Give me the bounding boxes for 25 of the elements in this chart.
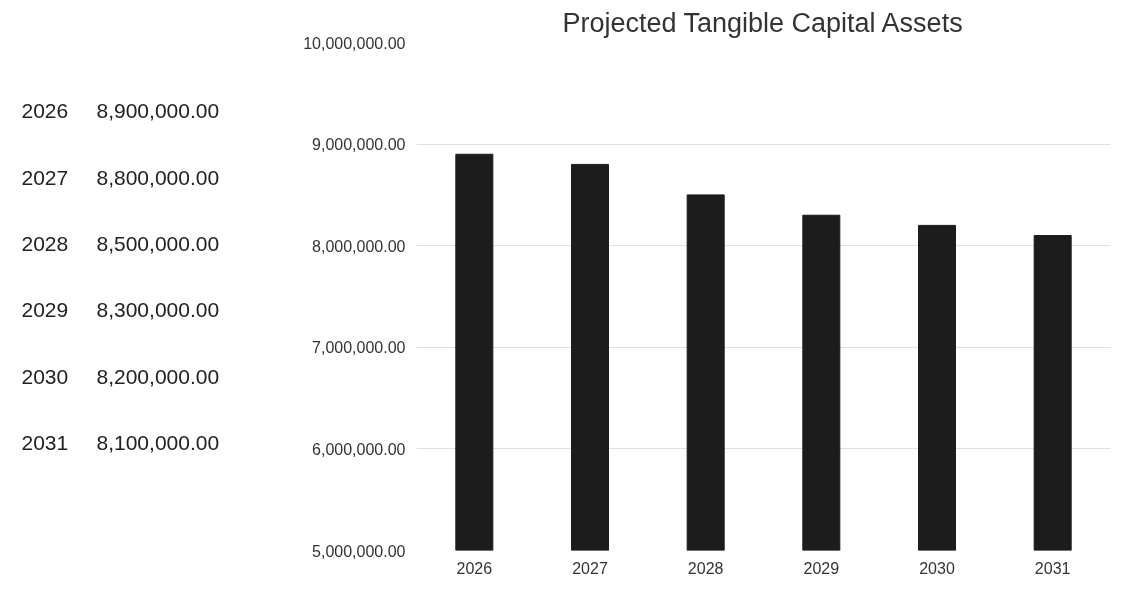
y-tick-label: 8,000,000.00 — [312, 237, 406, 255]
text: 8,800,000.00 — [96, 165, 220, 189]
text: 8,300,000.00 — [96, 298, 220, 322]
text: 8,500,000.00 — [96, 232, 220, 256]
x-tick-label: 2031 — [1034, 559, 1071, 577]
x-tick-label: 2026 — [456, 559, 493, 577]
x-tick-label: 2027 — [572, 559, 608, 577]
y-tick-label: 5,000,000.00 — [312, 542, 406, 560]
text: 8,900,000.00 — [96, 99, 220, 123]
x-tick-label: 2030 — [919, 559, 955, 577]
text: 2030 — [21, 364, 69, 388]
y-tick-label: 10,000,000.00 — [303, 34, 406, 52]
x-tick-label: 2028 — [687, 559, 724, 577]
text: 2028 — [21, 232, 69, 256]
chart-title: Projected Tangible Capital Assets — [562, 7, 963, 38]
x-tick-label: 2029 — [803, 559, 840, 577]
y-tick-label: 9,000,000.00 — [312, 136, 406, 154]
text: 2031 — [21, 431, 69, 455]
text: 2029 — [21, 298, 69, 322]
y-tick-label: 6,000,000.00 — [312, 440, 406, 458]
text: 2027 — [21, 165, 69, 189]
text: 2026 — [21, 99, 69, 123]
text: 8,100,000.00 — [96, 431, 220, 455]
y-tick-label: 7,000,000.00 — [312, 339, 406, 357]
text: 8,200,000.00 — [96, 364, 220, 388]
